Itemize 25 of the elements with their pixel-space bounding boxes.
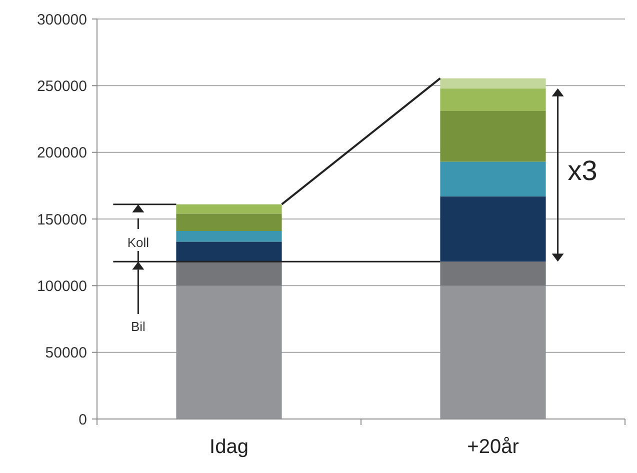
annotation: Bil bbox=[130, 319, 146, 334]
annotation: Koll bbox=[127, 235, 150, 250]
y-tick-label: 200000 bbox=[36, 144, 87, 162]
bar bbox=[440, 162, 546, 196]
annotation: x3 bbox=[568, 155, 598, 186]
bar bbox=[440, 286, 546, 419]
bar bbox=[176, 231, 282, 242]
bar bbox=[176, 262, 282, 286]
bar bbox=[176, 214, 282, 231]
y-tick-label: 250000 bbox=[36, 78, 87, 95]
bar bbox=[440, 111, 546, 162]
y-tick-label: 0 bbox=[78, 411, 87, 428]
y-tick-label: 300000 bbox=[36, 11, 87, 28]
bar bbox=[440, 88, 546, 111]
y-tick-label: 150000 bbox=[36, 211, 87, 228]
bar bbox=[176, 286, 282, 419]
y-tick-label: 50000 bbox=[45, 344, 87, 362]
bar bbox=[440, 262, 546, 286]
x-tick-label: Idag bbox=[210, 436, 248, 458]
bar bbox=[440, 78, 546, 88]
bar bbox=[176, 242, 282, 262]
bar bbox=[440, 196, 546, 262]
bar bbox=[176, 204, 282, 214]
x-tick-label: +20år bbox=[467, 436, 520, 458]
y-tick-label: 100000 bbox=[36, 278, 87, 295]
